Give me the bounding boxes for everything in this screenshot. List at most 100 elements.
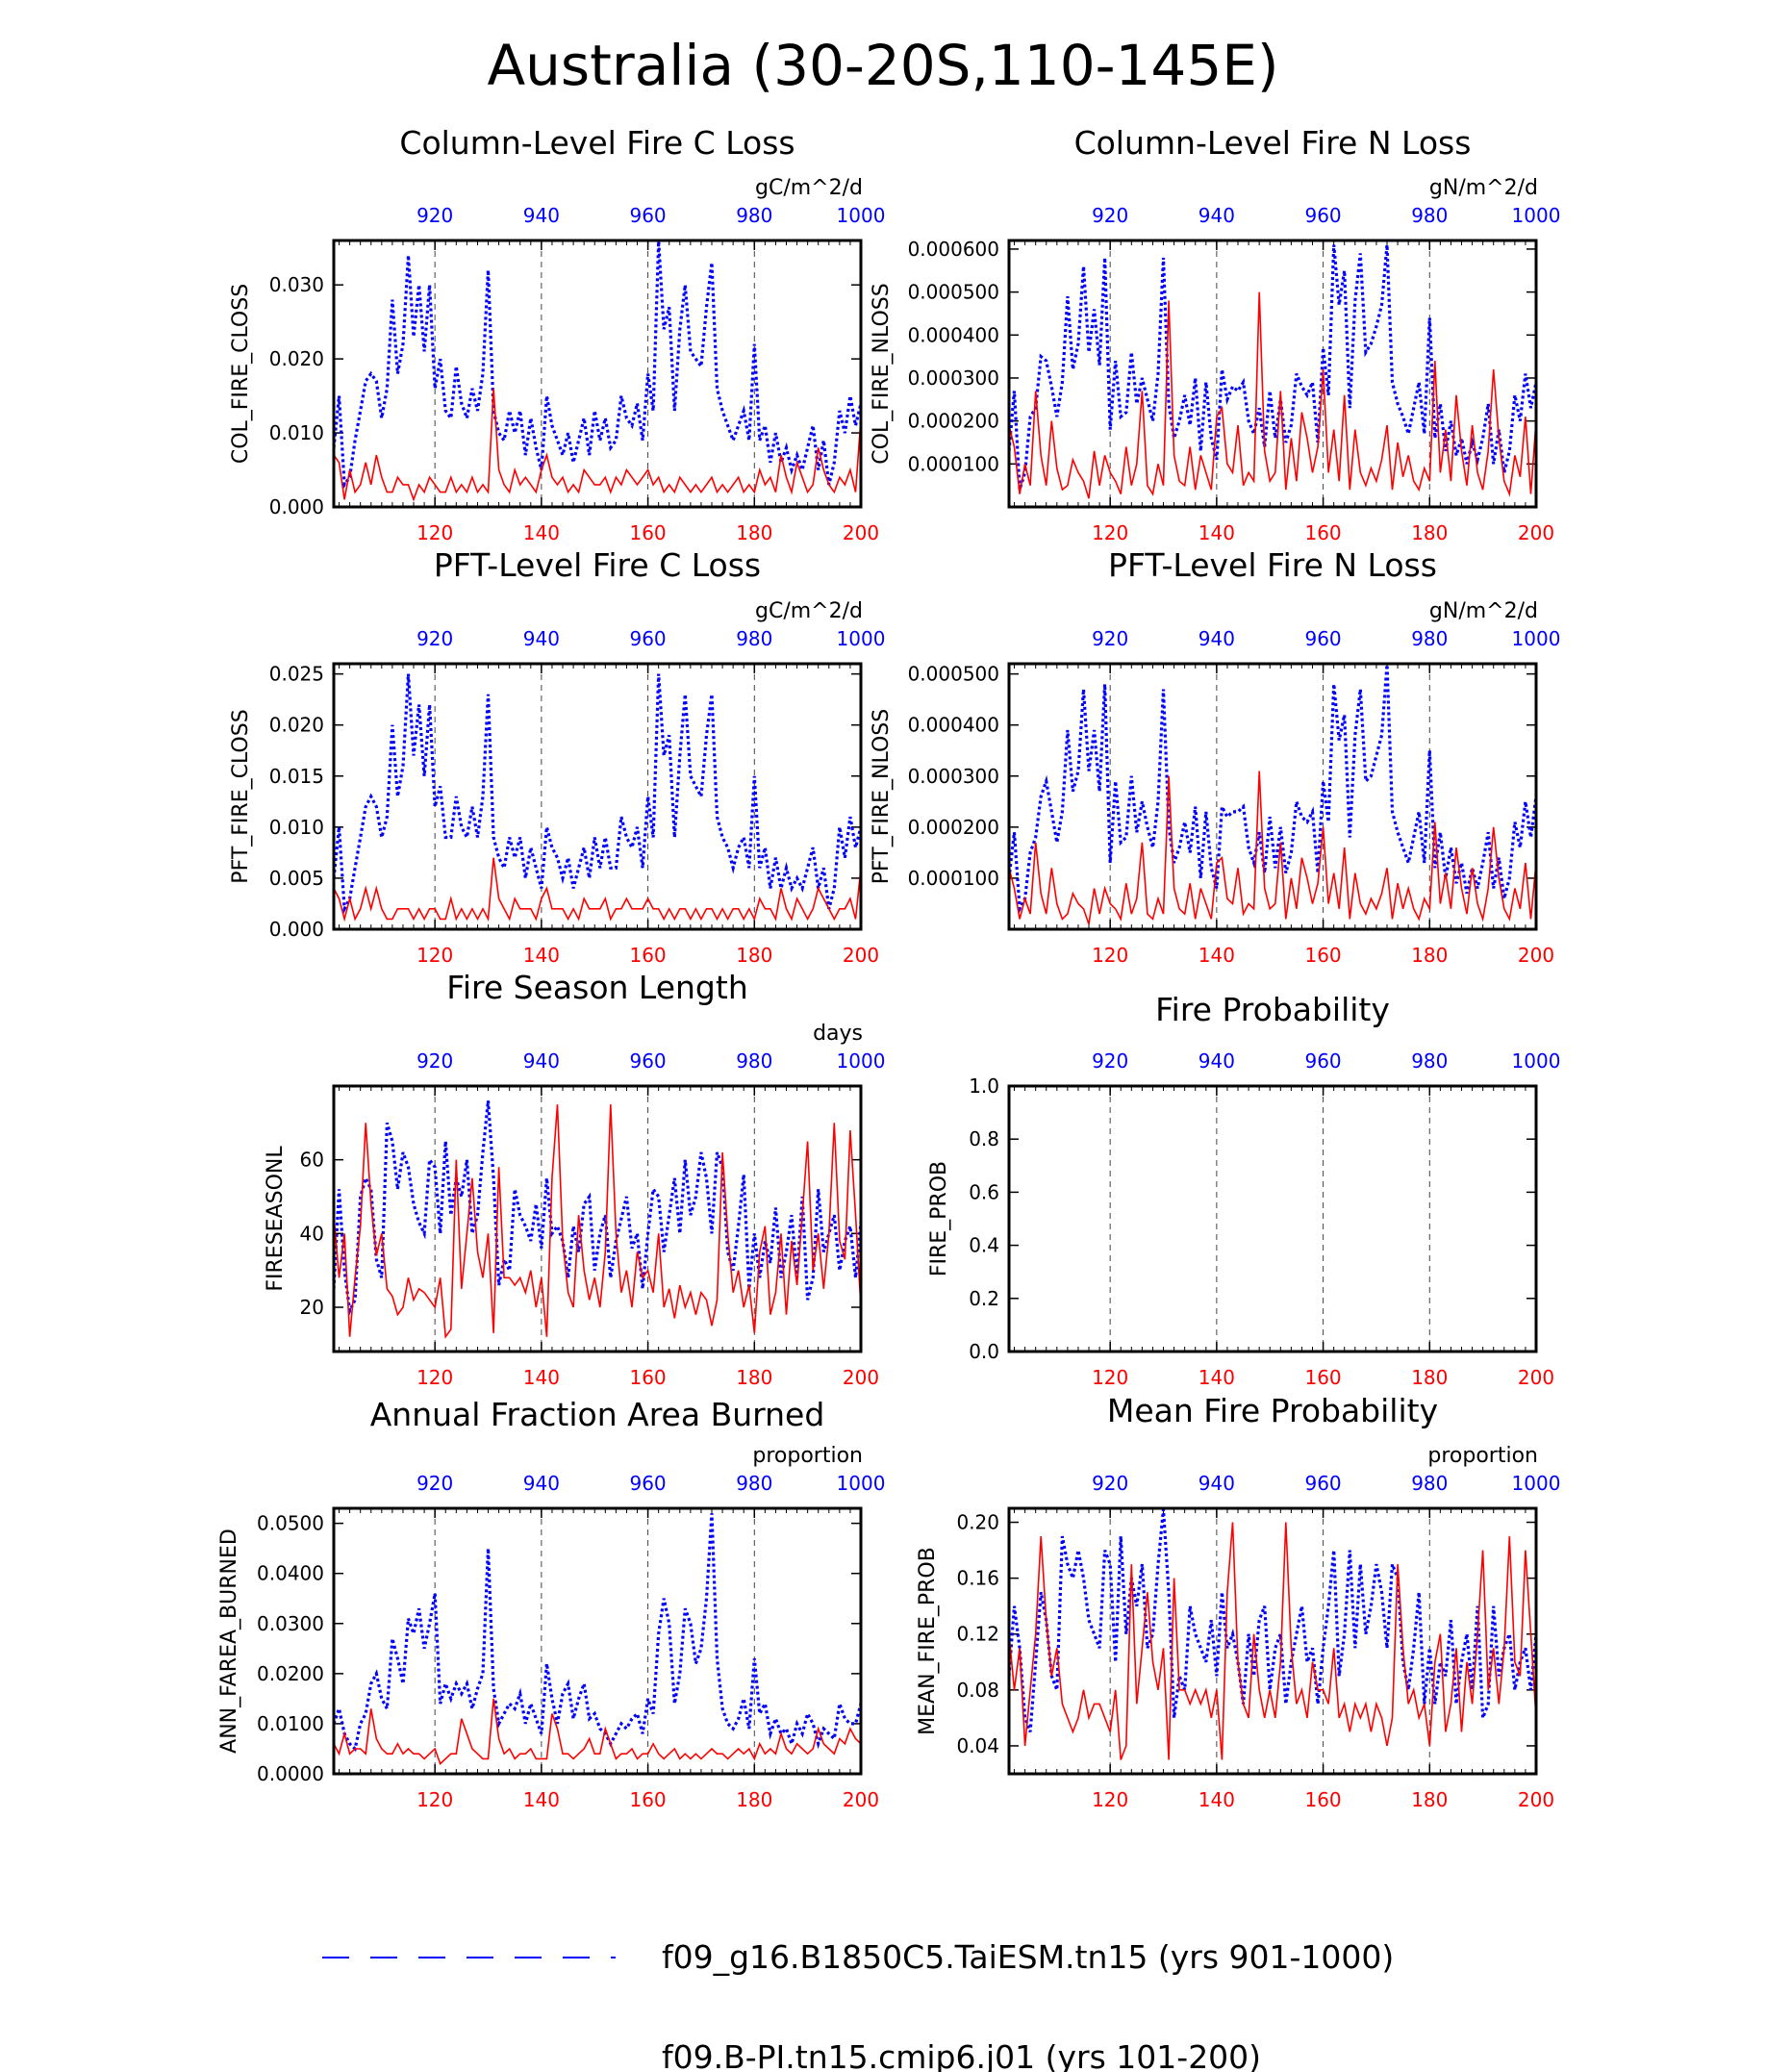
y-tick-label: 0.04 — [956, 1734, 999, 1757]
x-bottom-tick-label: 140 — [523, 521, 560, 544]
x-bottom-tick-label: 180 — [736, 521, 772, 544]
plot-frame — [1007, 1506, 1538, 1776]
y-tick-label: 0.0200 — [257, 1662, 324, 1685]
panel-title: PFT-Level Fire C Loss — [434, 546, 761, 584]
y-tick-label: 0.0500 — [257, 1512, 324, 1535]
x-bottom-tick-label: 200 — [1518, 1366, 1554, 1389]
x-top-tick-label: 920 — [1092, 204, 1128, 227]
x-top-tick-label: 980 — [736, 1049, 772, 1073]
y-tick-label: 20 — [300, 1296, 324, 1319]
y-tick-label: 0.015 — [269, 765, 324, 788]
plot-frame — [1007, 1084, 1538, 1353]
y-axis-label: FIRESEASONL — [264, 1146, 288, 1292]
y-tick-label: 0.0400 — [257, 1562, 324, 1585]
y-tick-label: 60 — [300, 1149, 324, 1172]
y-tick-label: 0.000100 — [908, 867, 999, 890]
x-top-tick-label: 960 — [1304, 627, 1341, 650]
x-bottom-tick-label: 120 — [416, 1788, 453, 1811]
x-top-tick-label: 960 — [1304, 1049, 1341, 1073]
x-bottom-tick-label: 120 — [1092, 1788, 1128, 1811]
series-line-b — [334, 1698, 861, 1766]
panel-title: Mean Fire Probability — [1107, 1392, 1438, 1429]
x-top-tick-label: 1000 — [837, 204, 886, 227]
series-line-a — [334, 1100, 861, 1317]
panel-6: Fire Probability 120 140 160 180 200 920 940 960… — [927, 991, 1560, 1389]
series-line-b — [334, 1104, 861, 1339]
y-tick-label: 0.000200 — [908, 410, 999, 433]
panel-title: Column-Level Fire N Loss — [1074, 124, 1472, 162]
x-top-tick-label: 940 — [523, 204, 560, 227]
series-line-b — [1009, 291, 1536, 499]
y-tick-label: 0.000400 — [908, 323, 999, 346]
y-tick-label: 0.20 — [956, 1511, 999, 1534]
x-top-tick-label: 940 — [1198, 627, 1235, 650]
panel-title: Fire Probability — [1155, 991, 1390, 1028]
x-top-tick-label: 1000 — [1512, 204, 1561, 227]
x-bottom-tick-label: 180 — [736, 944, 772, 967]
y-tick-label: 0.000200 — [908, 816, 999, 839]
series-line-a — [334, 673, 861, 915]
y-tick-label: 1.0 — [969, 1074, 999, 1098]
series-line-a — [1009, 664, 1536, 915]
y-tick-label: 0.0000 — [257, 1762, 324, 1785]
x-bottom-tick-label: 120 — [416, 1366, 453, 1389]
panel-1: Column-Level Fire C Loss gC/m^2/d 120 140 16… — [229, 124, 885, 544]
x-bottom-tick-label: 140 — [523, 1366, 560, 1389]
series-line-a — [1009, 244, 1536, 491]
x-bottom-tick-label: 180 — [1411, 944, 1448, 967]
y-axis-label: PFT_FIRE_CLOSS — [229, 709, 253, 883]
x-bottom-tick-label: 120 — [1092, 944, 1128, 967]
x-top-tick-label: 940 — [523, 1472, 560, 1495]
y-tick-label: 0.000300 — [908, 366, 999, 390]
panel-title: Column-Level Fire C Loss — [399, 124, 795, 162]
panel-2: Column-Level Fire N Loss gN/m^2/d 120 140 16… — [870, 124, 1560, 544]
x-top-tick-label: 960 — [629, 1472, 666, 1495]
units-label: days — [813, 1022, 863, 1046]
y-tick-label: 0.000400 — [908, 714, 999, 737]
x-bottom-tick-label: 120 — [1092, 521, 1128, 544]
plot-frame — [1007, 239, 1538, 509]
x-top-tick-label: 1000 — [837, 1472, 886, 1495]
plot-frame — [332, 1084, 863, 1353]
x-bottom-tick-label: 160 — [629, 1366, 666, 1389]
x-top-tick-label: 980 — [1411, 1049, 1448, 1073]
x-top-tick-label: 920 — [416, 1049, 453, 1073]
x-bottom-tick-label: 160 — [1304, 1788, 1341, 1811]
panel-8: Mean Fire Probability proportion 120 140 160… — [916, 1392, 1560, 1811]
series-line-b — [1009, 771, 1536, 924]
x-top-tick-label: 1000 — [1512, 1472, 1561, 1495]
x-bottom-tick-label: 160 — [629, 1788, 666, 1811]
x-top-tick-label: 940 — [1198, 1049, 1235, 1073]
panel-title: PFT-Level Fire N Loss — [1108, 546, 1437, 584]
x-bottom-tick-label: 120 — [416, 521, 453, 544]
units-label: gN/m^2/d — [1429, 176, 1538, 200]
y-tick-label: 0.000300 — [908, 765, 999, 788]
x-bottom-tick-label: 140 — [1198, 521, 1235, 544]
x-bottom-tick-label: 180 — [1411, 1788, 1448, 1811]
y-axis-label: COL_FIRE_CLOSS — [229, 284, 253, 464]
plot-frame — [332, 239, 863, 509]
y-tick-label: 0.6 — [969, 1180, 999, 1203]
y-tick-label: 0.000500 — [908, 281, 999, 304]
figure-title: Australia (30-20S,110-145E) — [487, 33, 1278, 98]
x-top-tick-label: 960 — [629, 627, 666, 650]
x-bottom-tick-label: 200 — [843, 944, 879, 967]
y-tick-label: 0.0 — [969, 1340, 999, 1363]
x-bottom-tick-label: 200 — [843, 1788, 879, 1811]
x-bottom-tick-label: 140 — [523, 944, 560, 967]
y-tick-label: 0.020 — [269, 714, 324, 737]
units-label: gC/m^2/d — [755, 176, 863, 200]
y-tick-label: 0.12 — [956, 1623, 999, 1646]
y-tick-label: 0.030 — [269, 273, 324, 296]
plot-frame — [332, 1506, 863, 1776]
x-top-tick-label: 940 — [1198, 1472, 1235, 1495]
units-label: gN/m^2/d — [1429, 599, 1538, 623]
x-bottom-tick-label: 200 — [843, 1366, 879, 1389]
x-bottom-tick-label: 160 — [1304, 1366, 1341, 1389]
plot-frame — [332, 662, 863, 931]
x-top-tick-label: 920 — [1092, 627, 1128, 650]
y-tick-label: 0.025 — [269, 663, 324, 686]
y-axis-label: PFT_FIRE_NLOSS — [870, 709, 894, 884]
series-line-a — [1009, 1508, 1536, 1732]
